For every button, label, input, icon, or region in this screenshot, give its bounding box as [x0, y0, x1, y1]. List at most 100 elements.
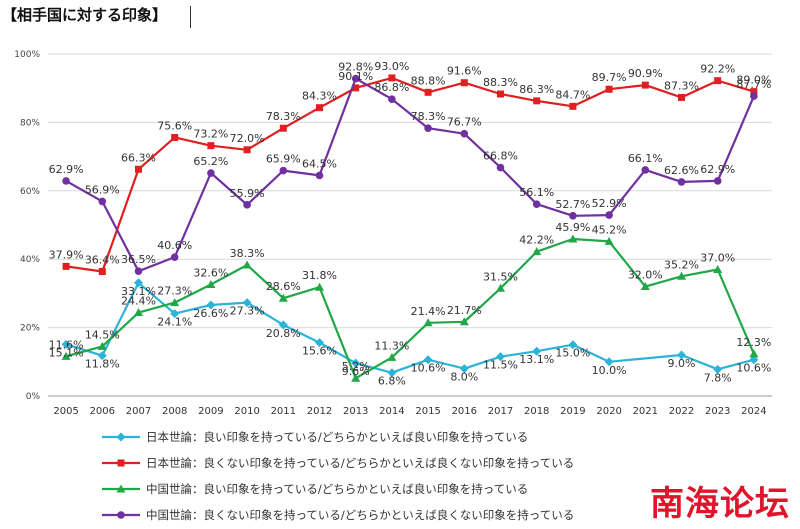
data-label: 76.7% [447, 116, 482, 129]
data-point [532, 200, 541, 208]
data-point [605, 211, 613, 219]
data-point [641, 81, 649, 89]
data-label: 73.2% [193, 128, 228, 141]
data-point [569, 211, 577, 220]
y-tick-label: 0% [26, 392, 41, 402]
data-label: 10.0% [592, 364, 627, 377]
data-point [207, 142, 215, 150]
data-point [677, 271, 686, 280]
x-tick-label: 2020 [596, 406, 621, 417]
data-point [170, 253, 179, 261]
data-point [242, 260, 252, 269]
data-label: 72.0% [230, 132, 265, 145]
x-tick-label: 2013 [343, 406, 368, 417]
x-tick-label: 2011 [271, 406, 296, 417]
data-label: 9.0% [668, 357, 696, 370]
grid-layer [48, 53, 772, 397]
data-label: 11.5% [483, 359, 518, 372]
data-point [496, 163, 505, 172]
legend-entry: 中国世論：良くない印象を持っている/どちらかといえば良くない印象を持っている [102, 508, 574, 522]
x-tick-label: 2015 [415, 406, 440, 417]
data-label: 42.2% [519, 234, 554, 247]
data-label: 37.9% [49, 248, 84, 261]
data-point [532, 247, 542, 256]
data-point [423, 318, 433, 327]
data-point [351, 74, 360, 83]
data-label: 32.0% [628, 269, 663, 282]
data-label: 52.7% [555, 198, 590, 211]
data-point [749, 349, 759, 358]
data-point [497, 90, 504, 98]
y-tick-label: 40% [20, 255, 40, 265]
data-point [388, 74, 396, 82]
data-label: 93.0% [374, 60, 409, 73]
x-tick-label: 2023 [705, 406, 730, 417]
data-point [62, 262, 70, 270]
legend-entry: 日本世論：良くない印象を持っている/どちらかといえば良くない印象を持っている [102, 456, 574, 470]
x-tick-label: 2007 [126, 406, 151, 417]
data-point [459, 364, 469, 374]
data-label: 92.8% [338, 61, 373, 74]
title-divider [190, 6, 191, 28]
data-point [116, 484, 126, 493]
data-label: 7.8% [704, 371, 732, 384]
data-point [714, 77, 722, 85]
data-point [243, 146, 251, 154]
x-tick-label: 2021 [633, 406, 658, 417]
data-label: 35.2% [664, 258, 699, 271]
data-label: 31.8% [302, 269, 337, 282]
data-label: 26.6% [193, 307, 228, 320]
data-label: 56.1% [519, 186, 554, 199]
data-label: 87.3% [664, 79, 699, 92]
data-point [749, 355, 759, 365]
data-point [206, 300, 216, 310]
data-label: 87.7% [736, 78, 771, 91]
data-point [604, 236, 614, 245]
data-label: 62.6% [664, 164, 699, 177]
data-point [460, 129, 469, 138]
data-label: 12.3% [736, 336, 771, 349]
data-point [61, 339, 71, 349]
data-point [713, 177, 722, 185]
data-point [98, 268, 106, 276]
data-label: 88.3% [483, 76, 518, 89]
data-point [97, 351, 107, 361]
x-tick-label: 2010 [234, 406, 259, 417]
legend-entry: 日本世論：良い印象を持っている/どちらかといえば良い印象を持っている [102, 430, 528, 444]
data-label: 32.6% [193, 267, 228, 280]
data-label: 62.9% [700, 163, 735, 176]
data-label: 91.6% [447, 65, 482, 78]
data-point [677, 178, 686, 186]
legend-label: 中国世論：良い印象を持っている/どちらかといえば良い印象を持っている [146, 482, 528, 496]
data-point [170, 298, 180, 307]
axis-layer: 0% 20% 40% 60% 80% 100% 2005 2006 2007 2008 2009 20… [14, 50, 772, 417]
series-1 [61, 278, 759, 378]
data-point [97, 341, 107, 350]
data-point [134, 267, 143, 275]
series-4 [62, 74, 758, 275]
data-point [242, 298, 252, 308]
data-label: 36.4% [85, 254, 120, 267]
data-label: 90.9% [628, 67, 663, 80]
x-tick-label: 2012 [307, 406, 332, 417]
data-point [387, 352, 397, 361]
x-tick-label: 2008 [162, 406, 187, 417]
data-label: 92.2% [700, 63, 735, 76]
data-point [117, 459, 125, 467]
data-label: 24.4% [121, 295, 156, 308]
data-label: 36.5% [121, 253, 156, 266]
x-tick-label: 2024 [741, 406, 766, 417]
data-label: 89.7% [592, 71, 627, 84]
data-label: 90.1% [338, 70, 373, 83]
data-point [424, 88, 432, 96]
data-point [460, 79, 468, 87]
data-point [678, 93, 685, 101]
data-label: 78.3% [411, 110, 446, 123]
data-point [315, 282, 324, 291]
data-label: 75.6% [157, 119, 192, 132]
data-label: 5.2% [342, 360, 370, 373]
series-line [65, 237, 755, 380]
series-3 [61, 234, 759, 382]
data-point [641, 166, 650, 174]
